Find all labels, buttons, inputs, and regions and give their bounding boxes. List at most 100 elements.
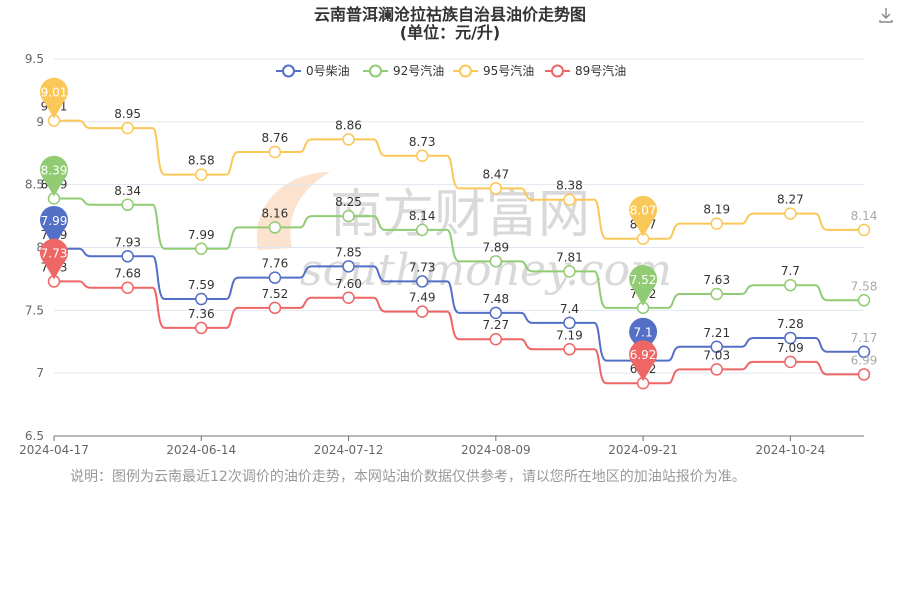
data-label: 7.19 bbox=[556, 328, 583, 342]
min-marker-pin: 7.52 bbox=[629, 265, 658, 306]
data-label: 7.60 bbox=[335, 277, 362, 291]
data-point[interactable] bbox=[489, 255, 503, 268]
data-point[interactable] bbox=[415, 275, 429, 288]
legend-item[interactable]: 0号柴油 bbox=[276, 64, 350, 78]
pin-icon bbox=[40, 155, 69, 197]
pin-label: 6.92 bbox=[630, 348, 657, 362]
x-tick-label: 2024-08-09 bbox=[461, 443, 531, 457]
data-point[interactable] bbox=[710, 363, 723, 376]
data-point[interactable] bbox=[121, 281, 134, 294]
x-tick-label: 2024-07-12 bbox=[314, 443, 384, 457]
data-label: 7.28 bbox=[777, 317, 804, 331]
data-label: 8.27 bbox=[777, 193, 804, 207]
y-tick-label: 7 bbox=[36, 366, 44, 380]
pin-icon bbox=[629, 317, 658, 359]
legend-item[interactable]: 89号汽油 bbox=[545, 63, 626, 78]
data-point[interactable] bbox=[489, 332, 503, 346]
data-label: 8.86 bbox=[335, 118, 362, 132]
data-point[interactable] bbox=[857, 294, 871, 307]
data-labels: 7.99 7.93 7.59 7.76 7.85 7.73 7.48 7.4 7.1 7.21 7.… bbox=[41, 100, 878, 377]
watermark-text: 南方财富网 bbox=[330, 185, 590, 245]
axes: 6.5 7 7.5 8 8.5 9 9.5 2024-04-17 2024-06-14 2024-… bbox=[19, 52, 864, 457]
data-point[interactable] bbox=[489, 306, 503, 320]
min-marker-pin: 8.07 bbox=[629, 195, 658, 237]
data-point[interactable] bbox=[710, 217, 723, 230]
data-point[interactable] bbox=[268, 221, 282, 234]
data-point[interactable] bbox=[342, 209, 355, 223]
extreme-markers: 7.99 7.1 8.39 7.52 9.01 8.07 7.73 6.92 bbox=[39, 77, 658, 382]
data-point[interactable] bbox=[563, 316, 576, 330]
pin-icon bbox=[40, 238, 69, 280]
data-point[interactable] bbox=[563, 265, 576, 278]
data-label: 8.14 bbox=[851, 209, 878, 223]
data-point[interactable] bbox=[710, 340, 723, 354]
legend-label: 92号汽油 bbox=[393, 63, 444, 78]
pin-icon bbox=[629, 265, 658, 306]
watermark: 南方财富网 southmoney.com bbox=[256, 172, 672, 296]
data-point[interactable] bbox=[342, 291, 355, 305]
data-point[interactable] bbox=[784, 355, 797, 369]
data-label: 8.95 bbox=[114, 107, 141, 121]
data-point[interactable] bbox=[784, 207, 797, 220]
min-marker-pin: 6.92 bbox=[629, 340, 658, 382]
data-label: 7.81 bbox=[556, 250, 583, 264]
data-point[interactable] bbox=[195, 321, 208, 335]
legend-circle-icon bbox=[369, 64, 382, 78]
data-point[interactable] bbox=[784, 331, 797, 345]
data-label: 7.36 bbox=[188, 307, 215, 321]
data-point[interactable] bbox=[121, 198, 134, 212]
legend-item[interactable]: 92号汽油 bbox=[363, 63, 444, 78]
data-point[interactable] bbox=[195, 242, 208, 256]
data-label: 7.76 bbox=[262, 257, 289, 271]
legend-circle-icon bbox=[551, 64, 564, 78]
data-point[interactable] bbox=[857, 368, 871, 381]
data-label: 7.63 bbox=[703, 273, 730, 287]
data-label: 7.68 bbox=[114, 267, 141, 281]
y-tick-label: 7.5 bbox=[25, 303, 44, 317]
pin-label: 7.73 bbox=[41, 246, 68, 260]
data-label: 7.17 bbox=[851, 331, 878, 345]
y-tick-label: 8.5 bbox=[25, 178, 44, 192]
data-point[interactable] bbox=[857, 345, 871, 359]
data-label: 7.89 bbox=[482, 240, 509, 254]
data-point[interactable] bbox=[784, 278, 797, 292]
data-point[interactable] bbox=[563, 193, 576, 206]
pin-label: 7.52 bbox=[630, 273, 657, 287]
data-label: 8.47 bbox=[482, 167, 509, 181]
data-point[interactable] bbox=[195, 168, 208, 181]
pin-icon bbox=[629, 340, 658, 382]
pin-label: 9.01 bbox=[41, 86, 68, 100]
series-line bbox=[54, 197, 864, 309]
data-point[interactable] bbox=[121, 121, 134, 135]
data-point[interactable] bbox=[342, 133, 355, 146]
x-tick-label: 2024-10-24 bbox=[755, 443, 825, 457]
pin-icon bbox=[629, 195, 658, 237]
data-point[interactable] bbox=[857, 223, 871, 237]
data-point[interactable] bbox=[121, 250, 134, 263]
data-point[interactable] bbox=[415, 305, 429, 318]
data-point[interactable] bbox=[489, 182, 503, 195]
data-point[interactable] bbox=[195, 292, 208, 306]
legend-circle-icon bbox=[282, 64, 295, 78]
data-point[interactable] bbox=[268, 301, 282, 315]
footnote: 说明：图例为云南最近12次调价的油价走势，本网站油价数据仅供参考，请以您所在地区… bbox=[70, 469, 746, 485]
data-point[interactable] bbox=[268, 145, 282, 159]
legend-item[interactable]: 95号汽油 bbox=[453, 63, 534, 78]
min-marker-pin: 7.1 bbox=[629, 317, 658, 359]
data-point[interactable] bbox=[268, 271, 282, 284]
legend-label: 95号汽油 bbox=[483, 63, 534, 78]
data-label: 7.7 bbox=[781, 264, 800, 278]
data-label: 8.14 bbox=[409, 209, 436, 223]
data-point[interactable] bbox=[342, 260, 355, 273]
data-point[interactable] bbox=[415, 223, 429, 237]
download-button[interactable] bbox=[876, 5, 896, 25]
data-point[interactable] bbox=[710, 287, 723, 301]
data-point[interactable] bbox=[415, 149, 429, 163]
data-label: 7.48 bbox=[482, 292, 509, 306]
data-label: 7.85 bbox=[335, 245, 362, 259]
data-label: 8.34 bbox=[114, 184, 141, 198]
series-line bbox=[54, 280, 864, 385]
data-point[interactable] bbox=[563, 343, 576, 356]
pin-label: 8.07 bbox=[630, 204, 657, 218]
max-marker-pin: 7.73 bbox=[40, 238, 69, 280]
